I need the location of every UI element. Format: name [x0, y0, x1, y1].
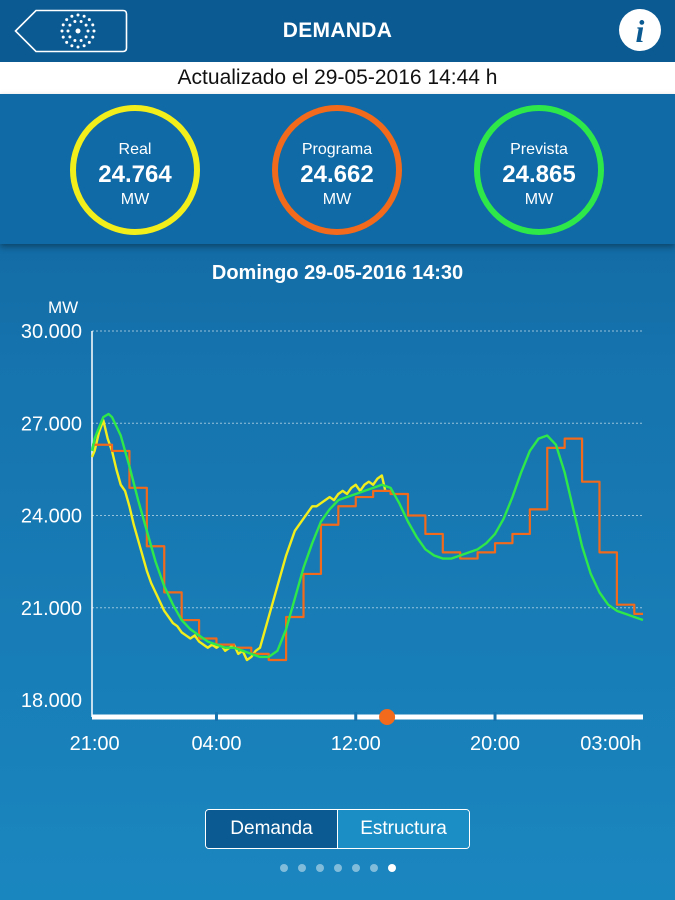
y-tick-label: 21.000 [21, 598, 82, 620]
x-tick-label: 04:00 [191, 733, 241, 755]
network-icon-dot [82, 14, 86, 18]
network-icon-dot [91, 23, 95, 27]
network-icon-dot [70, 44, 74, 48]
network-icon-dot [65, 40, 69, 44]
network-icon-dot [73, 39, 77, 43]
page-dot[interactable] [279, 864, 288, 872]
network-icon-dot [76, 45, 80, 49]
y-tick-label: 24.000 [21, 506, 82, 528]
page-title: DEMANDA [282, 19, 393, 42]
page-dot[interactable] [315, 864, 324, 872]
gauge-label: Real [118, 141, 152, 158]
tab-estructura[interactable]: Estructura [338, 810, 469, 848]
network-icon-dot [76, 13, 80, 17]
info-icon[interactable]: i [619, 9, 661, 51]
y-axis-unit: MW [48, 298, 78, 317]
series-line-real [90, 418, 387, 662]
page-dot[interactable] [387, 864, 396, 872]
page-dot[interactable] [369, 864, 378, 872]
network-icon-dot [73, 19, 77, 23]
back-arrow-shape[interactable] [14, 9, 128, 53]
current-time-marker [379, 709, 396, 725]
gauge-real: Real 24.764 MW [70, 105, 200, 235]
network-icon-dot [82, 44, 86, 48]
gauge-prevista: Prevista 24.865 MW [474, 105, 604, 235]
gauge-value: 24.662 [300, 161, 374, 188]
y-tick-label: 18.000 [21, 690, 82, 712]
network-icon-dot [79, 39, 83, 43]
network-icon-dot [79, 19, 83, 23]
gauge-programa: Programa 24.662 MW [272, 105, 402, 235]
gauge-unit: MW [322, 191, 352, 208]
network-icon-dot [68, 23, 72, 27]
series-line-prevista [90, 412, 644, 659]
network-icon-dot [70, 14, 74, 18]
network-icon-dot [91, 35, 95, 39]
network-icon-dot [66, 29, 70, 33]
gauge-unit: MW [524, 191, 554, 208]
network-icon [60, 13, 96, 49]
gauge-value: 24.865 [502, 161, 576, 188]
network-icon-dot [61, 35, 65, 39]
network-icon-dot [86, 29, 90, 33]
network-icon-center [75, 28, 81, 34]
network-icon-dot [84, 35, 88, 39]
y-tick-label: 27.000 [21, 413, 82, 435]
page-indicator[interactable] [0, 864, 675, 872]
gauge-label: Prevista [510, 141, 568, 158]
network-icon-dot [92, 29, 96, 33]
last-updated-text: Actualizado el 29-05-2016 14:44 h [0, 62, 675, 94]
x-tick-label: 21:00 [70, 733, 120, 755]
network-icon-dot [87, 18, 91, 22]
chart-title: Domingo 29-05-2016 14:30 [211, 262, 464, 284]
network-icon-dot [60, 29, 64, 33]
page-dot[interactable] [333, 864, 342, 872]
y-tick-label: 30.000 [21, 321, 82, 343]
demand-chart[interactable]: MW 30.000 27.000 24.000 21.000 18.000 21:00 04:… [0, 290, 675, 760]
network-icon-dot [87, 40, 91, 44]
network-icon-dot [65, 18, 69, 22]
x-tick-label: 12:00 [331, 733, 381, 755]
gauge-label: Programa [301, 141, 373, 158]
gauge-value: 24.764 [98, 161, 172, 188]
gauge-unit: MW [120, 191, 150, 208]
back-button[interactable] [14, 9, 128, 53]
x-tick-label: 20:00 [470, 733, 520, 755]
tab-demanda[interactable]: Demanda [206, 810, 338, 848]
series-line-programa [92, 437, 643, 662]
network-icon-dot [84, 23, 88, 27]
header: DEMANDA i [0, 0, 675, 62]
network-icon-dot [61, 23, 65, 27]
page-dot[interactable] [351, 864, 360, 872]
network-icon-dot [68, 35, 72, 39]
page-dot[interactable] [297, 864, 306, 872]
x-tick-label: 03:00h [580, 733, 641, 755]
gauges-panel: Real 24.764 MW Programa 24.662 MW Previs… [0, 94, 675, 244]
view-segmented-control[interactable]: Demanda Estructura [205, 809, 470, 849]
